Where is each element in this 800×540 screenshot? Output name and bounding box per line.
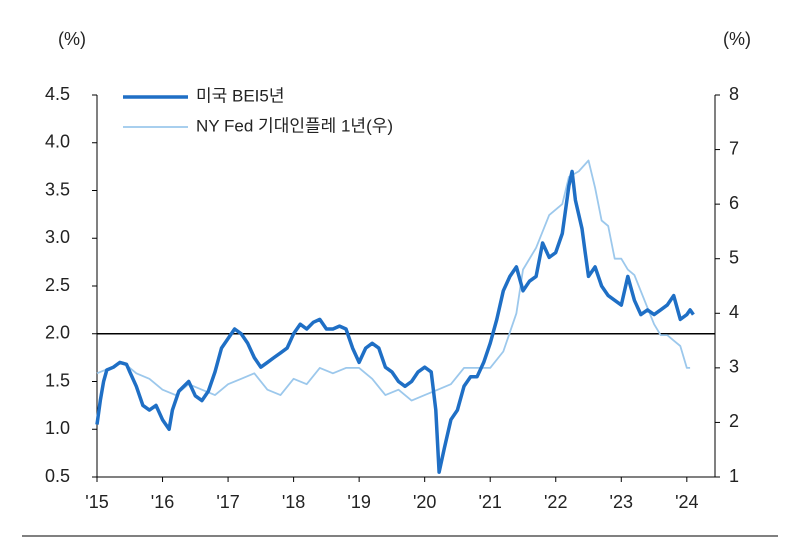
- y-tick-label: 4.0: [45, 132, 70, 152]
- y-tick-label: 1.5: [45, 370, 70, 390]
- y-tick-label: 3.0: [45, 227, 70, 247]
- x-tick-label: '17: [216, 492, 239, 512]
- x-tick-label: '18: [282, 492, 305, 512]
- x-tick-label: '21: [478, 492, 501, 512]
- x-tick-label: '19: [347, 492, 370, 512]
- x-tick-label: '22: [544, 492, 567, 512]
- legend-label: NY Fed 기대인플레 1년(우): [196, 116, 393, 135]
- y2-tick-label: 2: [729, 411, 739, 431]
- x-tick-label: '20: [413, 492, 436, 512]
- legend-label: 미국 BEI5년: [196, 86, 285, 105]
- x-tick-label: '23: [610, 492, 633, 512]
- y2-unit: (%): [723, 29, 751, 49]
- x-tick-label: '15: [85, 492, 108, 512]
- x-tick-label: '16: [151, 492, 174, 512]
- y2-tick-label: 3: [729, 357, 739, 377]
- y-tick-label: 0.5: [45, 466, 70, 486]
- series-line: [96, 159, 691, 402]
- y-unit: (%): [58, 29, 86, 49]
- y2-tick-label: 8: [729, 84, 739, 104]
- y2-tick-label: 6: [729, 193, 739, 213]
- y2-tick-label: 5: [729, 247, 739, 267]
- y-tick-label: 3.5: [45, 179, 70, 199]
- series-line: [95, 169, 695, 474]
- y-tick-label: 2.5: [45, 275, 70, 295]
- y-tick-label: 1.0: [45, 418, 70, 438]
- y-tick-label: 4.5: [45, 84, 70, 104]
- y2-tick-label: 7: [729, 138, 739, 158]
- y-tick-label: 2.0: [45, 323, 70, 343]
- y2-tick-label: 4: [729, 302, 739, 322]
- x-tick-label: '24: [675, 492, 698, 512]
- y2-tick-label: 1: [729, 466, 739, 486]
